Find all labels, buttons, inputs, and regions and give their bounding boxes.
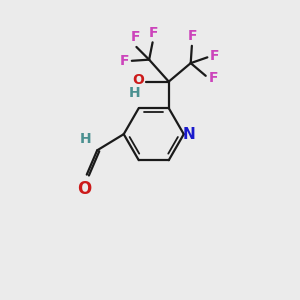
Text: F: F [149,26,158,40]
Text: H: H [129,86,140,100]
Text: F: F [130,30,140,44]
Text: F: F [208,71,218,85]
Text: H: H [80,132,92,146]
Text: O: O [132,74,144,87]
Text: F: F [188,29,197,43]
Text: N: N [182,127,195,142]
Text: O: O [77,180,92,198]
Text: F: F [210,49,220,63]
Text: F: F [119,54,129,68]
